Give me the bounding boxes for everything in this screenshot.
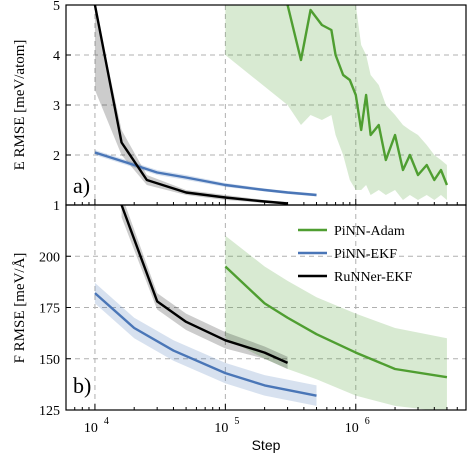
- band-pinn-ekf: [94, 150, 317, 197]
- panel-b-force: 125 150 175 200 F RMSE [meV/Å] b) 10 4 10 5 10 6…: [12, 204, 467, 453]
- band-pinn-adam: [225, 5, 447, 200]
- legend: PiNN-Adam PiNN-EKF RuNNer-EKF: [298, 224, 412, 285]
- x-tick-label: 10: [214, 421, 228, 436]
- panel-a-lines: [93, 5, 449, 205]
- y-tick-label: 1: [53, 199, 60, 214]
- y-tick-label: 3: [53, 99, 60, 114]
- legend-label: PiNN-Adam: [334, 224, 405, 239]
- panel-a-label: a): [73, 173, 90, 198]
- y-tick-label: 200: [39, 250, 60, 265]
- panel-a-ylabel: E RMSE [meV/atom]: [12, 40, 28, 171]
- panel-b-ylabel: F RMSE [meV/Å]: [12, 253, 28, 364]
- x-tick-exponent: 4: [104, 416, 109, 427]
- panel-b-lines: [94, 205, 448, 397]
- series-line-pinn-ekf: [94, 292, 317, 397]
- series-line-runner-ekf: [120, 205, 289, 364]
- panel-b-label: b): [73, 373, 91, 398]
- band-pinn-ekf: [94, 282, 317, 406]
- x-ticks: 10 4 10 5 10 6: [84, 416, 370, 436]
- series-line-runner-ekf: [93, 5, 288, 205]
- y-tick-label: 175: [39, 302, 60, 317]
- y-tick-label: 125: [39, 404, 60, 419]
- y-tick-label: 5: [53, 0, 60, 14]
- panel-b-ticks: 125 150 175 200: [39, 250, 467, 419]
- x-tick-label: 10: [345, 421, 359, 436]
- series-line-pinn-adam: [286, 5, 449, 186]
- x-axis-label: Step: [252, 437, 281, 453]
- legend-label: PiNN-EKF: [334, 247, 397, 262]
- x-tick-exponent: 5: [234, 416, 239, 427]
- y-tick-label: 4: [53, 49, 60, 64]
- panel-a-bands: [94, 5, 447, 205]
- x-tick-exponent: 6: [365, 416, 370, 427]
- x-tick-label: 10: [84, 421, 98, 436]
- series-line-pinn-adam: [224, 265, 448, 379]
- band-runner-ekf: [121, 205, 288, 369]
- legend-label: RuNNer-EKF: [334, 270, 412, 285]
- panel-a-energy: 1 2 3 4 5 E RMSE [meV/atom] a): [12, 0, 467, 214]
- y-tick-label: 150: [39, 353, 60, 368]
- y-tick-label: 2: [53, 149, 60, 164]
